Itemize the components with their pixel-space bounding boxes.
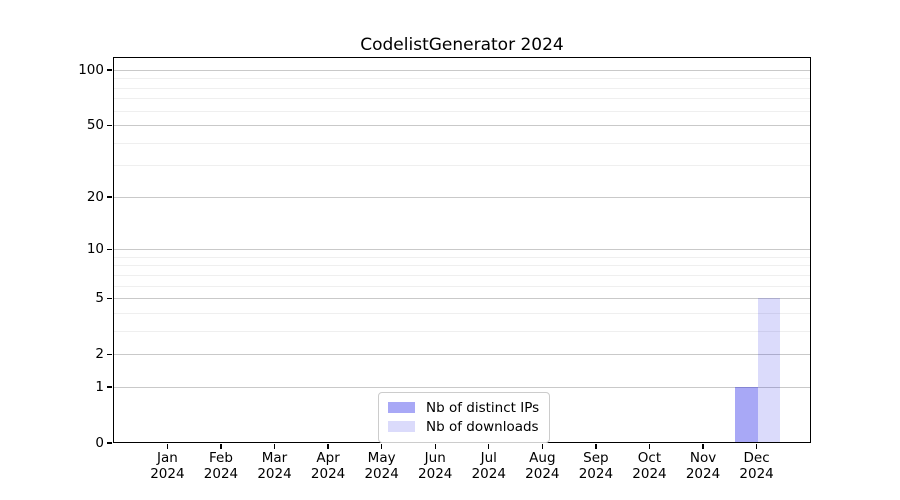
x-tick [166, 444, 169, 449]
gridline-major [114, 196, 810, 198]
x-tick-label: May 2024 [364, 450, 399, 482]
x-tick [488, 444, 490, 449]
x-tick [381, 444, 383, 449]
x-tick [702, 444, 704, 449]
gridline-minor [114, 110, 810, 112]
x-tick-label: Jan 2024 [150, 450, 185, 482]
gridline-minor [114, 285, 810, 287]
gridline-major [114, 386, 810, 388]
legend-swatch-downloads [388, 421, 415, 432]
x-tick-label: Mar 2024 [257, 450, 292, 482]
gridline-major [114, 298, 810, 300]
gridline-minor [114, 274, 810, 276]
y-tick-label: 10 [86, 241, 104, 258]
x-tick [541, 444, 544, 449]
gridline-minor [114, 142, 810, 144]
y-tick-label: 0 [95, 435, 104, 451]
x-tick-label: Feb 2024 [203, 450, 239, 482]
gridline-minor [114, 256, 810, 258]
x-tick-label: Sep 2024 [578, 450, 614, 482]
y-tick [107, 297, 112, 299]
y-tick [107, 353, 112, 355]
gridline-minor [114, 165, 810, 167]
bar-downloads [757, 298, 780, 442]
x-tick-label: Apr 2024 [310, 450, 346, 482]
x-tick [220, 444, 222, 449]
plot-area [113, 57, 811, 443]
x-tick-label: Jun 2024 [418, 450, 453, 482]
chart-title: CodelistGenerator 2024 [360, 35, 564, 55]
y-tick [107, 248, 112, 250]
y-tick-label: 5 [95, 290, 104, 307]
y-tick-label: 20 [86, 188, 104, 205]
x-tick-label: Aug 2024 [525, 450, 560, 482]
gridline-minor [114, 98, 810, 100]
gridline-major [114, 354, 810, 356]
x-tick [648, 444, 651, 449]
x-tick-label: Dec 2024 [739, 450, 774, 482]
gridline-minor [114, 312, 810, 314]
y-tick [107, 442, 112, 444]
y-tick-label: 50 [86, 117, 104, 134]
legend-label-distinct-ips: Nb of distinct IPs [426, 399, 540, 416]
bars-layer [114, 58, 810, 442]
y-tick-label: 2 [95, 346, 104, 363]
gridlines-layer [114, 58, 810, 442]
y-tick [107, 69, 112, 71]
gridline-minor [114, 78, 810, 80]
gridline-minor [114, 265, 810, 267]
gridline-major [114, 69, 810, 71]
legend-label-downloads: Nb of downloads [426, 418, 539, 435]
gridline-minor [114, 87, 810, 89]
y-tick-label: 100 [78, 61, 104, 78]
y-tick [107, 124, 112, 126]
bar-distinct-ips [735, 387, 758, 442]
x-tick [434, 444, 436, 449]
x-tick-label: Jul 2024 [471, 450, 506, 482]
legend-swatch-distinct-ips [388, 402, 415, 413]
x-tick [595, 444, 597, 449]
x-tick-label: Nov 2024 [685, 450, 721, 482]
legend: Nb of distinct IPs Nb of downloads [378, 392, 551, 443]
x-tick [756, 444, 758, 449]
legend-item-downloads: Nb of downloads [388, 417, 539, 436]
legend-item-distinct-ips: Nb of distinct IPs [388, 398, 539, 417]
gridline-major [114, 125, 810, 127]
y-tick-label: 1 [95, 378, 104, 395]
gridline-major [114, 249, 810, 251]
y-tick [107, 196, 112, 198]
x-tick [273, 444, 276, 449]
gridline-minor [114, 330, 810, 332]
y-tick [107, 386, 112, 388]
x-tick [327, 444, 329, 449]
x-tick-label: Oct 2024 [632, 450, 667, 482]
